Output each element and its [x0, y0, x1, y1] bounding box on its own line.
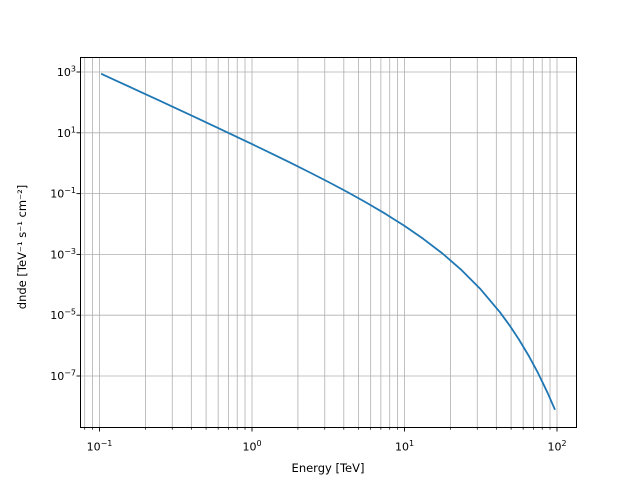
- y-tick-label: 103: [57, 65, 76, 80]
- axes-frame: [80, 57, 577, 428]
- x-axis-label: Energy [TeV]: [292, 461, 365, 475]
- minor-gridlines: [84, 57, 551, 428]
- tick-marks: [76, 71, 558, 432]
- x-tick-label: 10−1: [87, 439, 113, 454]
- y-tick-label: 10−7: [50, 369, 76, 384]
- y-tick-label: 101: [57, 125, 76, 140]
- x-tick-label: 101: [395, 439, 414, 454]
- spectrum-line: [100, 73, 556, 410]
- y-axis-label: dnde [TeV⁻¹ s⁻¹ cm⁻²]: [15, 185, 29, 309]
- y-tick-label: 10−3: [50, 247, 76, 262]
- x-tick-label: 102: [547, 439, 566, 454]
- x-tick-label: 100: [242, 439, 261, 454]
- y-tick-label: 10−5: [50, 308, 76, 323]
- y-tick-label: 10−1: [50, 186, 76, 201]
- major-gridlines: [80, 57, 577, 428]
- y-tick-labels: 103 101 10−1 10−3 10−5 10−7: [50, 65, 76, 384]
- x-tick-labels: 10−1 100 101 102: [87, 439, 567, 454]
